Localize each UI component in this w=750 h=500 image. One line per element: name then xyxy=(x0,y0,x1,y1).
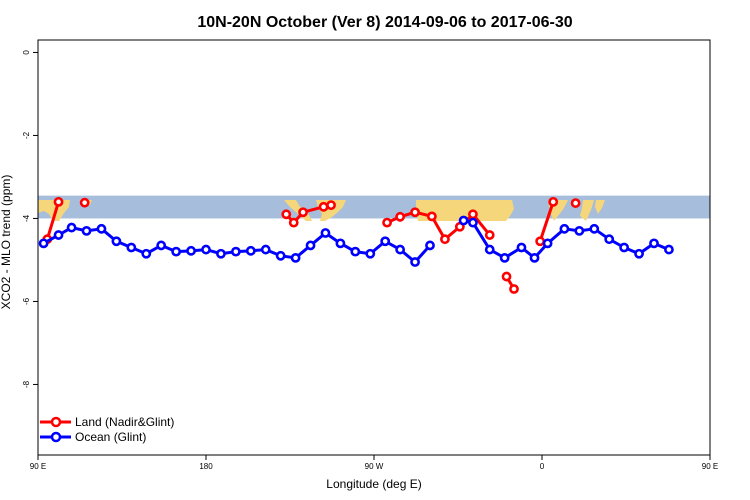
data-point xyxy=(326,200,336,211)
data-point xyxy=(111,236,122,247)
data-point xyxy=(589,223,600,234)
y-axis-label: XCO2 - MLO trend (ppm) xyxy=(0,175,13,310)
legend-land-marker xyxy=(50,416,62,428)
data-point xyxy=(501,271,512,282)
data-point xyxy=(38,238,49,249)
data-point xyxy=(216,248,226,259)
data-point xyxy=(66,222,77,233)
legend-item-ocean: Ocean (Glint) xyxy=(40,430,146,444)
land-mass-philippines xyxy=(595,200,605,214)
data-point xyxy=(245,245,256,256)
data-point xyxy=(574,225,585,236)
data-point xyxy=(126,242,137,253)
data-point xyxy=(440,234,450,245)
data-point xyxy=(410,257,420,267)
data-point xyxy=(320,228,331,238)
x-axis-label: Longitude (deg E) xyxy=(326,477,421,491)
data-point xyxy=(79,197,90,208)
data-point xyxy=(484,244,495,255)
data-point xyxy=(619,242,630,253)
legend-ocean-label: Ocean (Glint) xyxy=(75,430,146,444)
chart-title: 10N-20N October (Ver 8) 2014-09-06 to 20… xyxy=(197,14,572,31)
data-point xyxy=(548,196,559,207)
data-point xyxy=(305,240,316,251)
map-strip xyxy=(38,195,710,221)
data-point xyxy=(382,217,392,228)
data-point xyxy=(649,238,659,249)
data-point xyxy=(468,217,478,228)
data-point xyxy=(365,248,376,259)
data-point xyxy=(350,246,361,257)
x-tick-label: 90 W xyxy=(365,462,384,471)
data-point xyxy=(186,245,196,256)
data-point xyxy=(634,248,644,259)
data-point xyxy=(410,207,420,218)
data-point xyxy=(426,211,437,222)
data-point xyxy=(156,240,167,251)
data-point xyxy=(535,236,546,247)
data-point xyxy=(664,244,674,255)
data-point xyxy=(275,250,286,261)
series-line xyxy=(45,201,60,240)
series-layer xyxy=(38,196,674,294)
x-tick-label: 90 E xyxy=(30,462,46,471)
legend-land-label: Land (Nadir&Glint) xyxy=(75,415,174,429)
data-point xyxy=(570,198,581,208)
data-point xyxy=(96,223,107,234)
legend: Land (Nadir&Glint) Ocean (Glint) xyxy=(40,415,174,444)
data-point xyxy=(288,217,299,228)
map-strip-land xyxy=(38,200,605,221)
data-point xyxy=(335,238,346,249)
data-point xyxy=(53,196,64,207)
data-point xyxy=(509,284,519,294)
y-tick-label: 0 xyxy=(22,50,31,55)
data-point xyxy=(458,215,469,226)
series-ocean xyxy=(38,215,674,267)
data-point xyxy=(201,244,211,255)
series-land xyxy=(42,196,581,294)
data-point xyxy=(290,252,301,263)
data-point xyxy=(230,246,241,257)
data-point xyxy=(559,223,570,234)
x-tick-label: 180 xyxy=(199,462,213,471)
data-point xyxy=(318,201,329,212)
legend-item-land: Land (Nadir&Glint) xyxy=(40,415,174,429)
x-tick-label: 0 xyxy=(540,462,545,471)
data-point xyxy=(484,230,495,240)
data-point xyxy=(81,225,92,236)
land-mass-africa xyxy=(416,200,514,221)
x-tick-label: 90 E xyxy=(702,462,718,471)
data-point xyxy=(604,234,615,245)
data-point xyxy=(298,207,308,218)
data-point xyxy=(260,244,271,255)
y-tick-label: -6 xyxy=(22,297,31,305)
legend-ocean-marker xyxy=(50,431,62,443)
data-point xyxy=(380,236,391,247)
data-point xyxy=(542,238,553,249)
y-axis: 0 -2 -4 -6 -8 xyxy=(22,50,38,388)
data-point xyxy=(53,230,64,240)
data-point xyxy=(425,240,435,251)
data-point xyxy=(395,244,406,255)
data-point xyxy=(468,209,478,220)
data-point xyxy=(141,248,152,259)
data-point xyxy=(516,242,527,253)
land-mass-indochina xyxy=(580,200,594,221)
data-point xyxy=(499,252,510,263)
data-point xyxy=(529,252,540,263)
series-line xyxy=(538,201,555,242)
data-point xyxy=(395,211,406,222)
y-tick-label: -8 xyxy=(22,380,31,388)
data-point xyxy=(281,209,292,220)
data-point xyxy=(171,246,182,257)
x-axis: 90 E 180 90 W 0 90 E xyxy=(30,455,718,471)
y-tick-label: -4 xyxy=(22,214,31,222)
map-strip-ocean xyxy=(38,195,710,219)
y-tick-label: -2 xyxy=(22,131,31,139)
